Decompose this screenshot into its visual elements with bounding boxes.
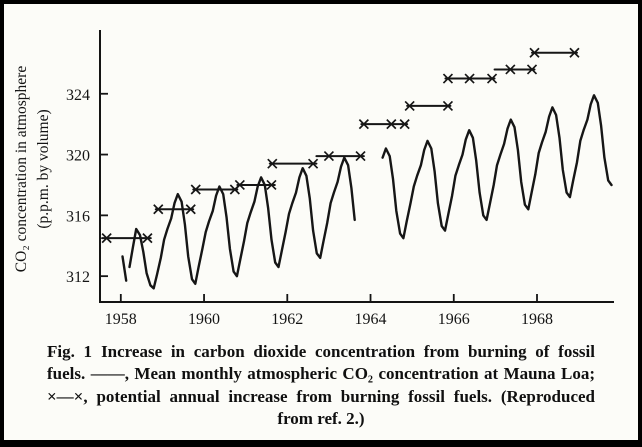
line-series-symbol: —— [90, 364, 125, 384]
x-tick-label: 1964 [355, 311, 387, 328]
axes [99, 30, 614, 303]
x-marker [486, 73, 498, 84]
x-tick-label: 1966 [438, 311, 470, 328]
x-marker [529, 47, 540, 58]
x-marker [442, 100, 454, 112]
monthly-co2-line [381, 94, 613, 240]
x-marker [153, 204, 164, 215]
x-marker [399, 119, 410, 130]
x-marker [234, 179, 245, 191]
x-tick-label: 1962 [271, 311, 303, 328]
x-marker [442, 73, 454, 84]
x-marker [355, 150, 366, 162]
y-axis-label-line2: (p.p.m. by volume) [35, 109, 52, 228]
y-axis-label-line1: CO₂ concentration in atmosphere [13, 66, 30, 273]
x-marker [307, 158, 319, 169]
x-marker [190, 184, 201, 195]
x-marker [267, 158, 278, 169]
y-tick-label: 324 [66, 87, 90, 104]
x-marker [386, 119, 397, 130]
figure-caption: Fig. 1 Increase in carbon dioxide concent… [47, 341, 595, 431]
x-marker [526, 64, 538, 75]
caption-text-4: (Reproduced from ref. 2.) [277, 386, 596, 429]
x-series-symbol: ×—× [47, 386, 84, 406]
x-marker [101, 233, 112, 244]
x-marker [464, 73, 475, 84]
y-tick-label: 320 [66, 148, 90, 165]
y-tick-label: 316 [66, 208, 90, 225]
monthly-co2-line [128, 156, 356, 290]
co2-chart: 312 316 320 324 1958 1960 1962 1964 1966 1968 CO₂ … [13, 30, 614, 328]
y-tick-label: 312 [66, 269, 90, 286]
caption-text-3: , potential annual increase from burning… [83, 386, 493, 406]
monthly-co2-line [121, 255, 128, 282]
x-marker [142, 233, 153, 244]
x-tick-label: 1958 [105, 311, 137, 328]
x-marker [505, 64, 516, 75]
x-tick-label: 1960 [188, 311, 220, 328]
x-marker [404, 100, 415, 112]
caption-text-2: , Mean monthly atmospheric CO₂ concentra… [124, 364, 596, 384]
figure-label: Fig. 1 [47, 342, 93, 361]
caption-text-1: Increase in carbon dioxide concentration… [47, 342, 595, 384]
x-tick-label: 1968 [521, 311, 553, 328]
x-marker [266, 179, 277, 191]
x-marker [185, 204, 196, 215]
chart-area: 312 316 320 324 1958 1960 1962 1964 1966 1968 CO₂ … [4, 4, 638, 336]
x-marker [358, 119, 369, 130]
x-marker [569, 47, 580, 58]
x-marker [323, 150, 335, 162]
